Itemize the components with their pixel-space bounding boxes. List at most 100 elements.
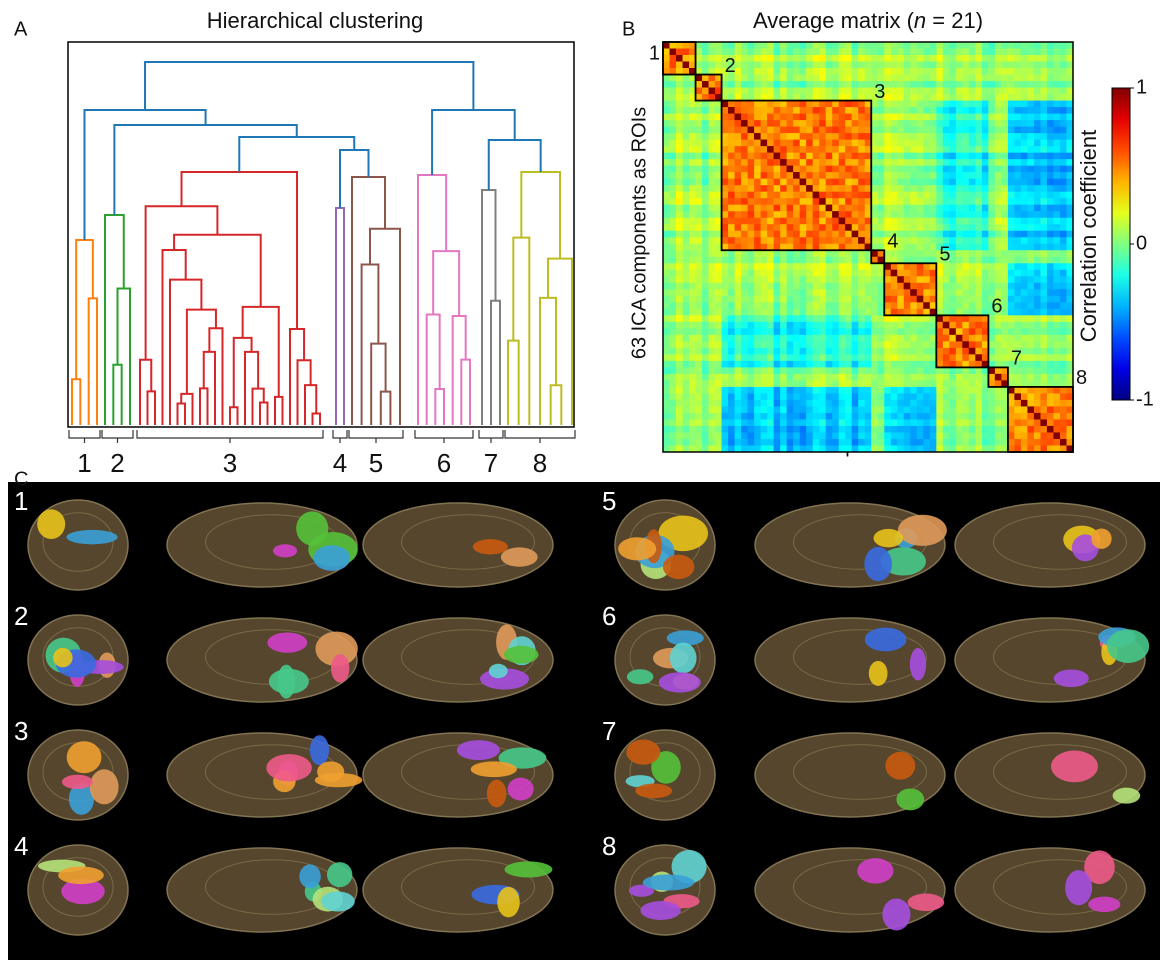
matrix-cell	[845, 140, 852, 147]
matrix-cell	[1014, 218, 1021, 225]
matrix-cell	[995, 348, 1002, 355]
matrix-cell	[852, 406, 859, 413]
matrix-cell	[878, 146, 885, 153]
matrix-cell	[995, 166, 1002, 173]
matrix-cell	[1053, 107, 1060, 114]
matrix-cell	[1027, 309, 1034, 316]
matrix-cell	[800, 185, 807, 192]
matrix-cell	[910, 315, 917, 322]
matrix-cell	[787, 81, 794, 88]
matrix-cell	[871, 354, 878, 361]
matrix-cell	[722, 335, 729, 342]
panel-label: B	[622, 18, 635, 40]
matrix-cell	[1060, 140, 1067, 147]
matrix-cell	[715, 289, 722, 296]
matrix-cell	[969, 393, 976, 400]
matrix-cell	[702, 114, 709, 121]
matrix-cell	[878, 211, 885, 218]
matrix-cell	[676, 88, 683, 95]
matrix-cell	[845, 133, 852, 140]
matrix-cell	[676, 315, 683, 322]
matrix-cell	[1047, 185, 1054, 192]
matrix-cell	[975, 406, 982, 413]
matrix-cell	[676, 49, 683, 56]
matrix-cell	[722, 406, 729, 413]
matrix-cell	[689, 393, 696, 400]
matrix-cell	[1021, 309, 1028, 316]
matrix-cell	[878, 133, 885, 140]
matrix-cell	[819, 88, 826, 95]
matrix-cell	[969, 231, 976, 238]
matrix-cell	[988, 367, 995, 374]
matrix-cell	[780, 361, 787, 368]
matrix-cell	[741, 120, 748, 127]
matrix-cell	[852, 179, 859, 186]
matrix-cell	[787, 55, 794, 62]
matrix-cell	[962, 192, 969, 199]
matrix-cell	[988, 140, 995, 147]
matrix-cell	[709, 192, 716, 199]
matrix-cell	[995, 55, 1002, 62]
matrix-cell	[806, 179, 813, 186]
matrix-cell	[936, 335, 943, 342]
matrix-cell	[787, 211, 794, 218]
matrix-cell	[943, 322, 950, 329]
matrix-cell	[865, 276, 872, 283]
matrix-cell	[754, 296, 761, 303]
matrix-cell	[1021, 75, 1028, 82]
matrix-cell	[1027, 348, 1034, 355]
matrix-cell	[800, 198, 807, 205]
matrix-cell	[819, 179, 826, 186]
matrix-cell	[904, 283, 911, 290]
matrix-cell	[884, 55, 891, 62]
matrix-cell	[917, 224, 924, 231]
matrix-cell	[975, 439, 982, 446]
matrix-cell	[663, 75, 670, 82]
matrix-cell	[930, 231, 937, 238]
matrix-cell	[709, 101, 716, 108]
matrix-cell	[689, 322, 696, 329]
matrix-cell	[715, 367, 722, 374]
matrix-cell	[917, 426, 924, 433]
matrix-cell	[1034, 49, 1041, 56]
matrix-cell	[709, 419, 716, 426]
matrix-cell	[1034, 166, 1041, 173]
matrix-cell	[949, 68, 956, 75]
matrix-cell	[917, 159, 924, 166]
matrix-cell	[917, 341, 924, 348]
matrix-cell	[956, 81, 963, 88]
matrix-cell	[728, 393, 735, 400]
matrix-cell	[1060, 439, 1067, 446]
matrix-cell	[702, 413, 709, 420]
matrix-cell	[800, 75, 807, 82]
matrix-cell	[1040, 179, 1047, 186]
matrix-cell	[962, 400, 969, 407]
matrix-cell	[676, 107, 683, 114]
matrix-cell	[962, 153, 969, 160]
matrix-cell	[728, 361, 735, 368]
matrix-cell	[858, 322, 865, 329]
matrix-cell	[1047, 211, 1054, 218]
matrix-cell	[832, 270, 839, 277]
matrix-cell	[897, 62, 904, 69]
matrix-cell	[709, 328, 716, 335]
matrix-cell	[813, 250, 820, 257]
matrix-cell	[767, 276, 774, 283]
matrix-cell	[670, 289, 677, 296]
matrix-cell	[982, 205, 989, 212]
matrix-cell	[722, 393, 729, 400]
matrix-cell	[975, 114, 982, 121]
brain-region	[471, 761, 517, 777]
matrix-cell	[709, 406, 716, 413]
matrix-cell	[988, 250, 995, 257]
matrix-cell	[715, 302, 722, 309]
matrix-cell	[936, 81, 943, 88]
matrix-cell	[1047, 88, 1054, 95]
matrix-cell	[975, 211, 982, 218]
matrix-cell	[813, 166, 820, 173]
matrix-cell	[676, 380, 683, 387]
matrix-cell	[1027, 289, 1034, 296]
matrix-cell	[969, 179, 976, 186]
matrix-cell	[761, 42, 768, 49]
matrix-cell	[806, 270, 813, 277]
